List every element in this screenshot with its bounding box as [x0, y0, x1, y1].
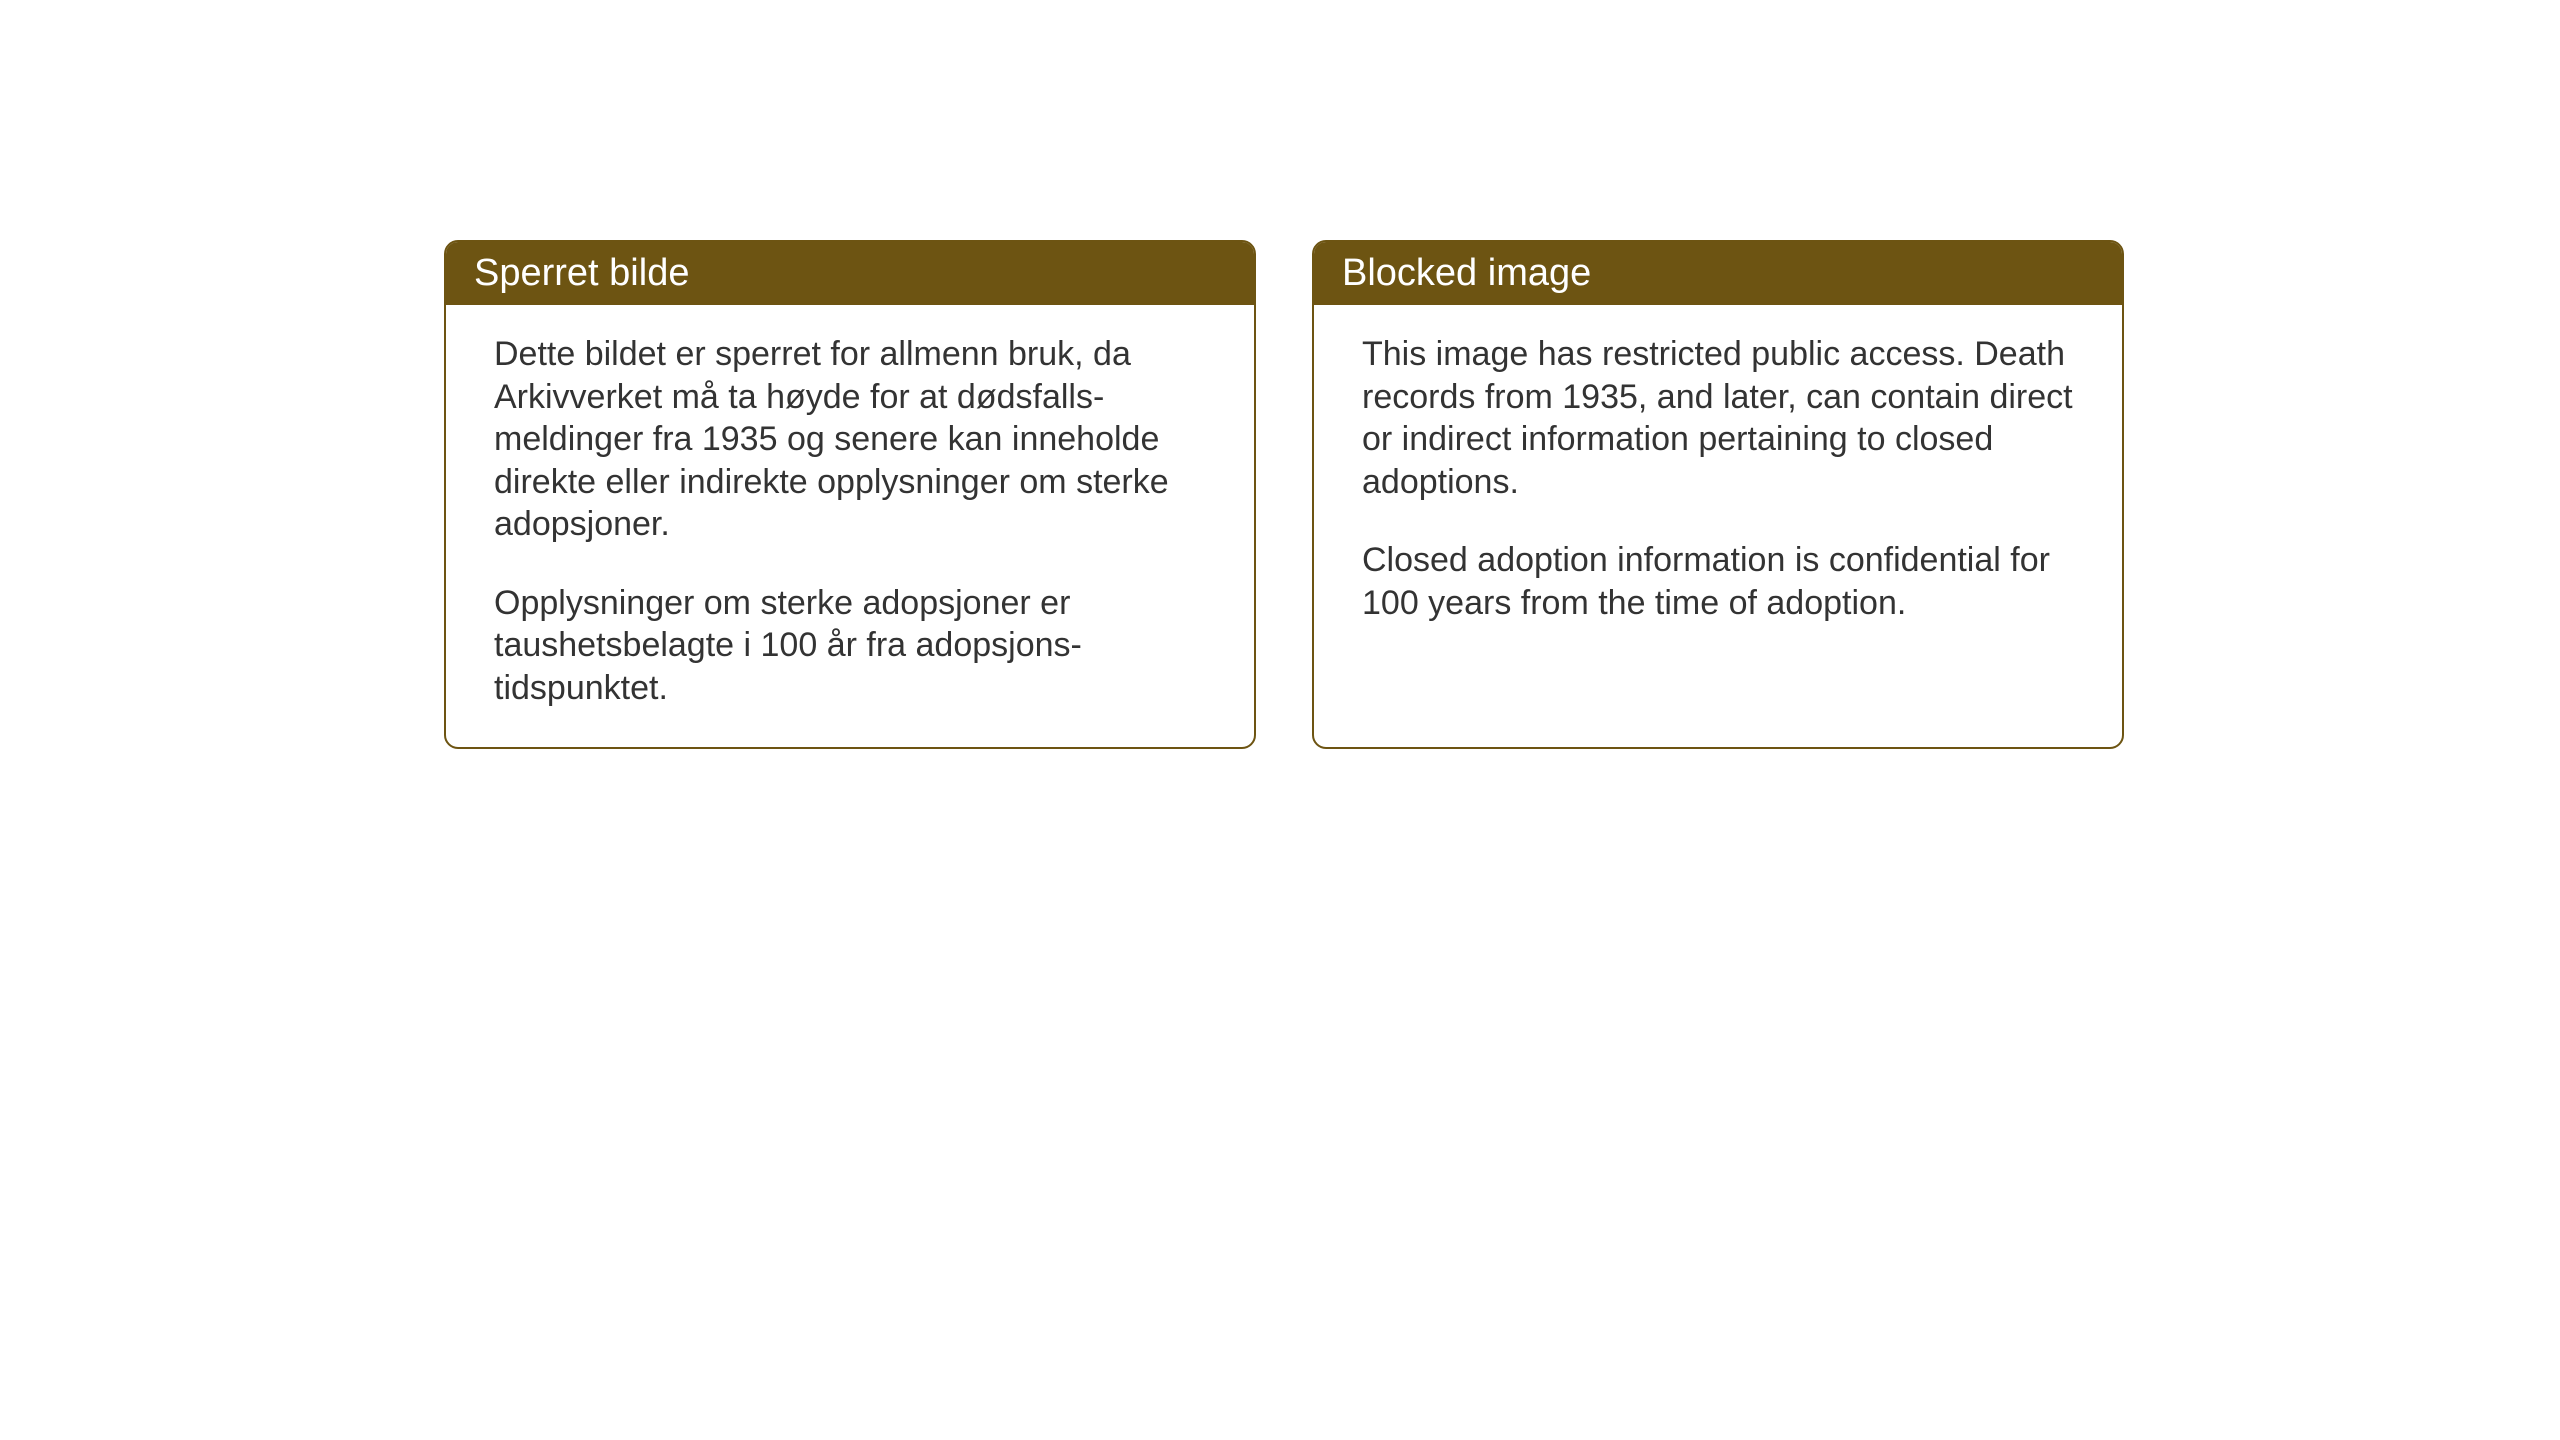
card-english-body: This image has restricted public access.…	[1314, 305, 2122, 662]
card-english-title: Blocked image	[1342, 252, 1591, 294]
card-norwegian-body: Dette bildet er sperret for allmenn bruk…	[446, 305, 1254, 747]
card-english: Blocked image This image has restricted …	[1312, 240, 2124, 749]
card-norwegian-header: Sperret bilde	[446, 242, 1254, 305]
card-norwegian: Sperret bilde Dette bildet er sperret fo…	[444, 240, 1256, 749]
card-english-paragraph-1: This image has restricted public access.…	[1362, 333, 2074, 503]
card-norwegian-paragraph-2: Opplysninger om sterke adopsjoner er tau…	[494, 582, 1206, 710]
card-english-header: Blocked image	[1314, 242, 2122, 305]
card-norwegian-title: Sperret bilde	[474, 252, 689, 294]
card-norwegian-paragraph-1: Dette bildet er sperret for allmenn bruk…	[494, 333, 1206, 546]
card-english-paragraph-2: Closed adoption information is confident…	[1362, 539, 2074, 624]
cards-container: Sperret bilde Dette bildet er sperret fo…	[444, 240, 2124, 749]
